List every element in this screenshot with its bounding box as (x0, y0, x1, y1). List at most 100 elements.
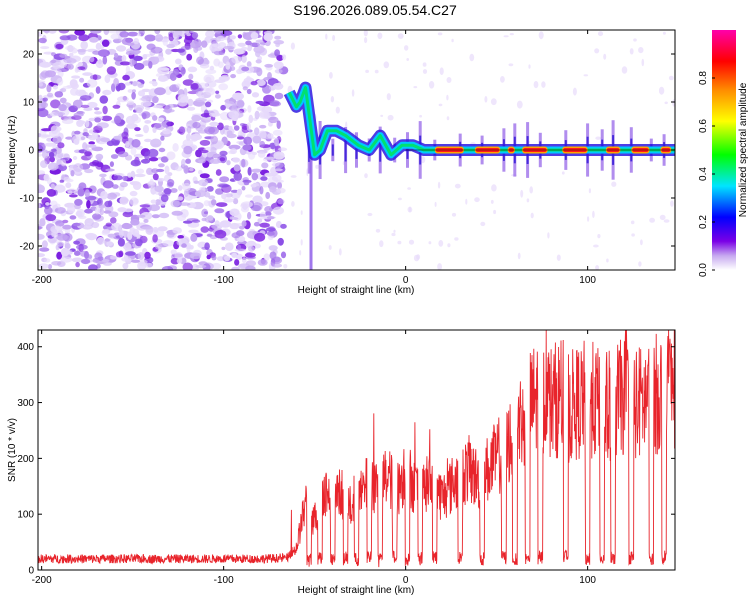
colorbar-tick-label: 0.4 (698, 167, 709, 181)
noise-blob (111, 222, 122, 232)
noise-blob (219, 176, 230, 183)
faint-blob (480, 221, 486, 227)
noise-blob (163, 188, 172, 195)
noise-blob (241, 66, 250, 72)
noise-blob (243, 182, 250, 186)
noise-blob (125, 65, 131, 74)
noise-blob (122, 175, 128, 182)
noise-blob (129, 58, 135, 67)
noise-blob (121, 223, 133, 230)
faint-blob (438, 103, 443, 107)
noise-blob (236, 230, 245, 237)
noise-blob (74, 67, 79, 73)
snr-xlabel: Height of straight line (km) (298, 585, 415, 596)
faint-blob (595, 136, 602, 140)
noise-blob (119, 61, 131, 66)
noise-blob (56, 233, 68, 241)
noise-blob (257, 151, 266, 158)
spectrogram-xlabel: Height of straight line (km) (298, 285, 415, 296)
faint-blob (404, 45, 409, 51)
noise-blob (76, 120, 86, 125)
noise-blob (74, 30, 86, 36)
noise-blob (102, 261, 112, 266)
faint-blob (422, 62, 427, 67)
noise-blob (228, 125, 233, 130)
noise-blob (144, 120, 152, 124)
noise-blob (134, 173, 146, 178)
noise-blob (220, 74, 230, 82)
noise-blob (184, 36, 194, 40)
noise-blob (106, 241, 113, 247)
noise-blob (101, 39, 110, 47)
noise-blob (54, 203, 61, 209)
noise-blob (123, 242, 132, 251)
noise-blob (104, 74, 111, 84)
noise-blob (214, 208, 225, 214)
noise-blob (234, 248, 247, 252)
noise-blob (59, 97, 67, 104)
snr-panel: -200 -100 0 100 0 100 200 300 400 Height of stra… (7, 329, 676, 596)
noise-blob (261, 162, 269, 169)
noise-blob (124, 82, 131, 86)
noise-blob (89, 36, 99, 43)
noise-blob (206, 152, 213, 158)
noise-blob (198, 159, 206, 164)
faint-blob (597, 234, 601, 239)
y-tick-label: 200 (17, 454, 34, 465)
noise-blob (85, 144, 90, 150)
noise-blob (94, 252, 103, 260)
noise-blob (52, 84, 59, 90)
noise-blob (251, 92, 260, 98)
faint-blob (413, 86, 418, 89)
noise-blob (67, 190, 73, 195)
noise-blob (230, 74, 237, 79)
faint-blob (633, 38, 637, 42)
y-tick-label: -20 (20, 242, 35, 253)
noise-blob (264, 206, 273, 213)
noise-blob (95, 86, 101, 94)
noise-blob (246, 88, 252, 95)
noise-blob (121, 55, 127, 62)
noise-blob (254, 110, 260, 120)
noise-blob (38, 184, 45, 193)
colorbar: 0.0 0.2 0.4 0.6 0.8 Normalized spectral ampl… (698, 30, 749, 277)
faint-blob (500, 76, 505, 83)
faint-blob (592, 210, 595, 218)
noise-blob (47, 264, 53, 270)
spectrogram-frame (37, 29, 676, 271)
noise-blob (153, 122, 166, 131)
noise-blob (132, 81, 138, 87)
faint-blob (282, 54, 287, 61)
noise-blob (190, 40, 200, 49)
noise-blob (130, 219, 140, 226)
noise-blob (241, 201, 253, 208)
noise-blob (160, 156, 169, 163)
noise-blob (92, 74, 98, 81)
noise-blob (264, 211, 272, 217)
noise-blob (71, 257, 83, 263)
noise-blob (182, 220, 193, 224)
noise-blob (200, 149, 209, 154)
noise-blob (263, 156, 276, 160)
faint-blob (541, 81, 546, 88)
faint-blob (325, 33, 328, 40)
noise-blob (224, 255, 231, 262)
noise-blob (75, 210, 83, 217)
noise-blob (158, 212, 170, 219)
noise-blob (116, 45, 127, 52)
noise-blob (228, 144, 241, 150)
faint-blob (454, 237, 459, 241)
faint-blob (437, 32, 443, 36)
snr-ylabel: SNR (10 * v/v) (7, 418, 18, 482)
noise-blob (154, 34, 164, 42)
noise-blob (215, 169, 222, 176)
noise-blob (51, 261, 62, 266)
faint-blob (437, 263, 442, 270)
noise-blob (134, 134, 144, 137)
noise-blob (198, 94, 205, 99)
noise-blob (236, 188, 243, 196)
faint-blob (595, 265, 600, 270)
noise-blob (192, 121, 201, 129)
noise-blob (199, 139, 211, 146)
x-tick-label: -100 (214, 575, 234, 586)
